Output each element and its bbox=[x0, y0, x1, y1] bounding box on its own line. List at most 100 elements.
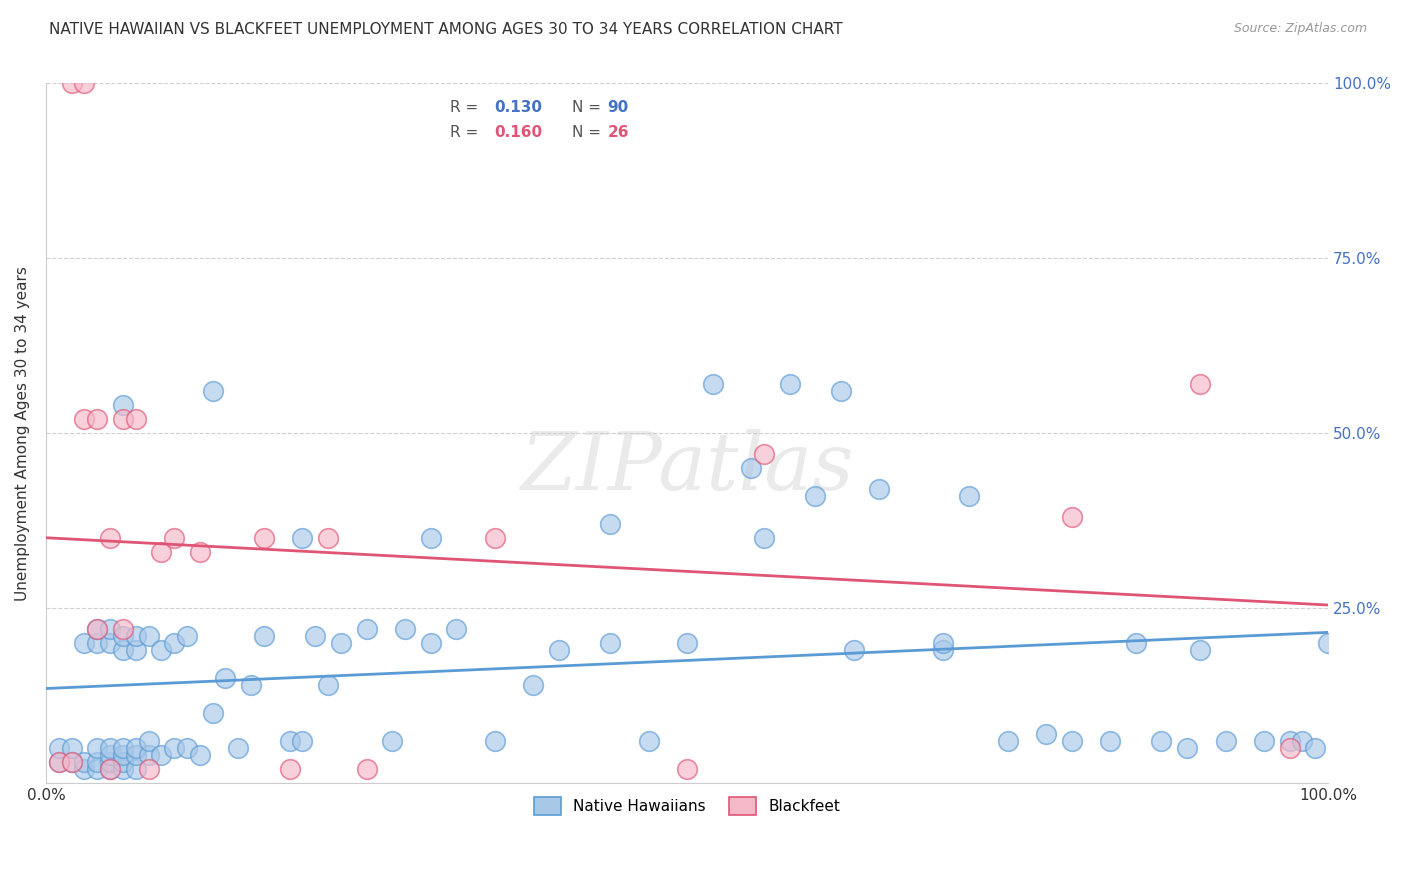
Point bbox=[48, 755, 70, 769]
Point bbox=[125, 747, 148, 762]
Point bbox=[214, 671, 236, 685]
Point bbox=[1035, 727, 1057, 741]
Point bbox=[73, 755, 96, 769]
Point bbox=[278, 762, 301, 776]
Point bbox=[804, 489, 827, 503]
Point bbox=[329, 636, 352, 650]
Point bbox=[1278, 734, 1301, 748]
Point bbox=[98, 747, 121, 762]
Point bbox=[637, 734, 659, 748]
Point bbox=[111, 412, 134, 426]
Point bbox=[60, 755, 83, 769]
Point bbox=[111, 398, 134, 412]
Point bbox=[1175, 741, 1198, 756]
Point bbox=[676, 636, 699, 650]
Point bbox=[1278, 741, 1301, 756]
Point bbox=[125, 762, 148, 776]
Point bbox=[176, 629, 198, 643]
Point bbox=[484, 531, 506, 545]
Point bbox=[188, 545, 211, 559]
Point bbox=[125, 412, 148, 426]
Point bbox=[484, 734, 506, 748]
Point bbox=[86, 741, 108, 756]
Point bbox=[304, 629, 326, 643]
Point bbox=[138, 762, 160, 776]
Point bbox=[932, 643, 955, 657]
Point bbox=[98, 531, 121, 545]
Point bbox=[201, 384, 224, 399]
Point bbox=[1291, 734, 1313, 748]
Point bbox=[98, 755, 121, 769]
Point bbox=[60, 755, 83, 769]
Point bbox=[86, 755, 108, 769]
Point bbox=[111, 762, 134, 776]
Point bbox=[60, 77, 83, 91]
Text: 26: 26 bbox=[607, 125, 628, 140]
Point bbox=[188, 747, 211, 762]
Text: R =: R = bbox=[450, 125, 484, 140]
Point bbox=[316, 678, 339, 692]
Point bbox=[86, 412, 108, 426]
Text: NATIVE HAWAIIAN VS BLACKFEET UNEMPLOYMENT AMONG AGES 30 TO 34 YEARS CORRELATION : NATIVE HAWAIIAN VS BLACKFEET UNEMPLOYMEN… bbox=[49, 22, 842, 37]
Point bbox=[150, 747, 173, 762]
Text: ZIPatlas: ZIPatlas bbox=[520, 429, 853, 507]
Point bbox=[98, 762, 121, 776]
Point bbox=[98, 622, 121, 636]
Legend: Native Hawaiians, Blackfeet: Native Hawaiians, Blackfeet bbox=[524, 788, 849, 824]
Point bbox=[176, 741, 198, 756]
Point bbox=[98, 741, 121, 756]
Point bbox=[932, 636, 955, 650]
Point bbox=[1060, 510, 1083, 524]
Point bbox=[111, 622, 134, 636]
Point bbox=[752, 531, 775, 545]
Point bbox=[73, 412, 96, 426]
Point bbox=[98, 762, 121, 776]
Text: R =: R = bbox=[450, 101, 484, 115]
Point bbox=[676, 762, 699, 776]
Point bbox=[86, 622, 108, 636]
Point bbox=[1188, 377, 1211, 392]
Point bbox=[356, 622, 378, 636]
Point bbox=[86, 636, 108, 650]
Point bbox=[150, 643, 173, 657]
Point bbox=[48, 755, 70, 769]
Text: 0.160: 0.160 bbox=[495, 125, 543, 140]
Point bbox=[446, 622, 468, 636]
Point bbox=[253, 629, 276, 643]
Point bbox=[253, 531, 276, 545]
Point bbox=[316, 531, 339, 545]
Y-axis label: Unemployment Among Ages 30 to 34 years: Unemployment Among Ages 30 to 34 years bbox=[15, 266, 30, 600]
Text: 90: 90 bbox=[607, 101, 628, 115]
Point bbox=[1150, 734, 1173, 748]
Point bbox=[111, 643, 134, 657]
Point bbox=[48, 741, 70, 756]
Point bbox=[394, 622, 416, 636]
Point bbox=[111, 755, 134, 769]
Point bbox=[138, 629, 160, 643]
Point bbox=[830, 384, 852, 399]
Point bbox=[125, 643, 148, 657]
Point bbox=[163, 741, 186, 756]
Point bbox=[111, 629, 134, 643]
Point bbox=[60, 741, 83, 756]
Text: 0.130: 0.130 bbox=[495, 101, 543, 115]
Point bbox=[138, 734, 160, 748]
Point bbox=[86, 762, 108, 776]
Point bbox=[1253, 734, 1275, 748]
Point bbox=[419, 531, 441, 545]
Point bbox=[1188, 643, 1211, 657]
Point bbox=[278, 734, 301, 748]
Point bbox=[356, 762, 378, 776]
Point bbox=[1305, 741, 1327, 756]
Point bbox=[163, 531, 186, 545]
Point bbox=[73, 77, 96, 91]
Point bbox=[111, 747, 134, 762]
Point bbox=[291, 531, 314, 545]
Point bbox=[522, 678, 544, 692]
Point bbox=[125, 741, 148, 756]
Point bbox=[997, 734, 1019, 748]
Point bbox=[86, 622, 108, 636]
Point bbox=[1060, 734, 1083, 748]
Point bbox=[419, 636, 441, 650]
Point bbox=[1125, 636, 1147, 650]
